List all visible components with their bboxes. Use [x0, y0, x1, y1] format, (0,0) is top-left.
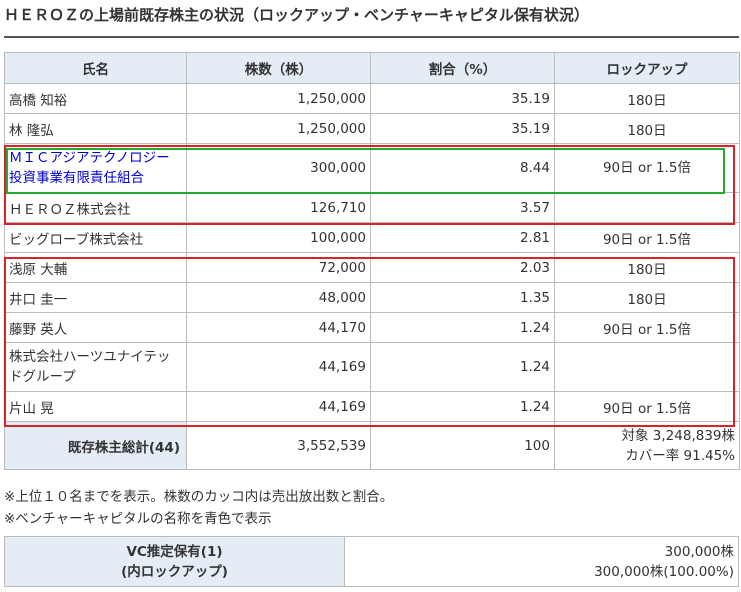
cell-lockup: 180日: [554, 83, 740, 114]
cell-name: 藤野 英人: [4, 312, 187, 343]
table-row: 井口 圭一 48,000 1.35 180日: [4, 282, 740, 313]
cell-shares: 300,000: [186, 143, 371, 193]
cell-ratio: 35.19: [370, 113, 555, 144]
table-row: 林 隆弘 1,250,000 35.19 180日: [4, 113, 740, 144]
table-header-row: 氏名 株数（株） 割合（%） ロックアップ: [4, 52, 740, 84]
page-title: ＨＥＲＯＺの上場前既存株主の状況（ロックアップ・ベンチャーキャピタル保有状況）: [4, 0, 739, 38]
cell-name: 井口 圭一: [4, 282, 187, 313]
vc-summary-value: 300,000株 300,000株(100.00%): [344, 536, 739, 587]
cell-ratio: 1.35: [370, 282, 555, 313]
vc-summary-label: VC推定保有(1) (内ロックアップ): [4, 536, 345, 587]
cell-name: ＨＥＲＯＺ株式会社: [4, 192, 187, 223]
table-row: 株式会社ハーツユナイテッドグループ 44,169 1.24: [4, 342, 740, 392]
col-header-ratio: 割合（%）: [370, 52, 555, 84]
footnote: ※上位１０名までを表示。株数のカッコ内は売出放出数と割合。: [4, 489, 394, 505]
cell-shares: 1,250,000: [186, 83, 371, 114]
cell-name: ビッグローブ株式会社: [4, 222, 187, 253]
cell-lockup: 90日 or 1.5倍: [554, 143, 740, 193]
cell-ratio: 1.24: [370, 312, 555, 343]
cell-shares: 44,169: [186, 391, 371, 422]
total-row: 既存株主総計(44) 3,552,539 100 対象 3,248,839株 カ…: [4, 421, 740, 470]
cell-lockup: [554, 342, 740, 392]
cell-shares: 44,169: [186, 342, 371, 392]
cell-lockup: 90日 or 1.5倍: [554, 391, 740, 422]
vc-label-line2: (内ロックアップ): [121, 563, 228, 580]
cell-name: 高橋 知裕: [4, 83, 187, 114]
total-shares: 3,552,539: [186, 421, 371, 470]
cell-shares: 44,170: [186, 312, 371, 343]
cell-ratio: 1.24: [370, 342, 555, 392]
vc-summary-row: VC推定保有(1) (内ロックアップ) 300,000株 300,000株(10…: [4, 536, 739, 587]
cell-name: 片山 晃: [4, 391, 187, 422]
table-row: ビッグローブ株式会社 100,000 2.81 90日 or 1.5倍: [4, 222, 740, 253]
col-header-name: 氏名: [4, 52, 187, 84]
vc-value-line1: 300,000株: [664, 543, 734, 560]
cell-lockup: 180日: [554, 282, 740, 313]
cell-name-vc: ＭＩＣアジアテクノロジー投資事業有限責任組合: [4, 143, 187, 193]
cell-shares: 72,000: [186, 252, 371, 283]
cell-lockup: 180日: [554, 252, 740, 283]
table-row: ＭＩＣアジアテクノロジー投資事業有限責任組合 300,000 8.44 90日 …: [4, 143, 740, 193]
cell-name: 株式会社ハーツユナイテッドグループ: [4, 342, 187, 392]
cell-shares: 126,710: [186, 192, 371, 223]
table-row: 片山 晃 44,169 1.24 90日 or 1.5倍: [4, 391, 740, 422]
total-coverage-rate: カバー率 91.45%: [625, 447, 735, 464]
cell-ratio: 1.24: [370, 391, 555, 422]
cell-lockup: 90日 or 1.5倍: [554, 222, 740, 253]
cell-name: 林 隆弘: [4, 113, 187, 144]
cell-shares: 100,000: [186, 222, 371, 253]
footnote: ※ベンチャーキャピタルの名称を青色で表示: [4, 511, 272, 527]
col-header-shares: 株数（株）: [186, 52, 371, 84]
cell-ratio: 2.03: [370, 252, 555, 283]
vc-value-line2: 300,000株(100.00%): [594, 563, 734, 580]
cell-shares: 1,250,000: [186, 113, 371, 144]
col-header-lockup: ロックアップ: [554, 52, 740, 84]
cell-lockup: 180日: [554, 113, 740, 144]
total-label: 既存株主総計(44): [4, 421, 187, 470]
footnotes: ※上位１０名までを表示。株数のカッコ内は売出放出数と割合。 ※ベンチャーキャピタ…: [4, 486, 393, 530]
cell-lockup: 90日 or 1.5倍: [554, 312, 740, 343]
cell-name: 浅原 大輔: [4, 252, 187, 283]
total-coverage: 対象 3,248,839株 カバー率 91.45%: [554, 421, 740, 470]
cell-shares: 48,000: [186, 282, 371, 313]
cell-ratio: 3.57: [370, 192, 555, 223]
vc-summary-table: VC推定保有(1) (内ロックアップ) 300,000株 300,000株(10…: [4, 536, 739, 587]
table-row: 浅原 大輔 72,000 2.03 180日: [4, 252, 740, 283]
total-target: 対象 3,248,839株: [621, 427, 736, 444]
cell-ratio: 2.81: [370, 222, 555, 253]
cell-ratio: 8.44: [370, 143, 555, 193]
shareholder-table: 氏名 株数（株） 割合（%） ロックアップ 高橋 知裕 1,250,000 35…: [4, 52, 740, 470]
vc-label-line1: VC推定保有(1): [126, 543, 223, 560]
cell-lockup: [554, 192, 740, 223]
table-row: 藤野 英人 44,170 1.24 90日 or 1.5倍: [4, 312, 740, 343]
table-row: 高橋 知裕 1,250,000 35.19 180日: [4, 83, 740, 114]
table-row: ＨＥＲＯＺ株式会社 126,710 3.57: [4, 192, 740, 223]
total-ratio: 100: [370, 421, 555, 470]
cell-ratio: 35.19: [370, 83, 555, 114]
